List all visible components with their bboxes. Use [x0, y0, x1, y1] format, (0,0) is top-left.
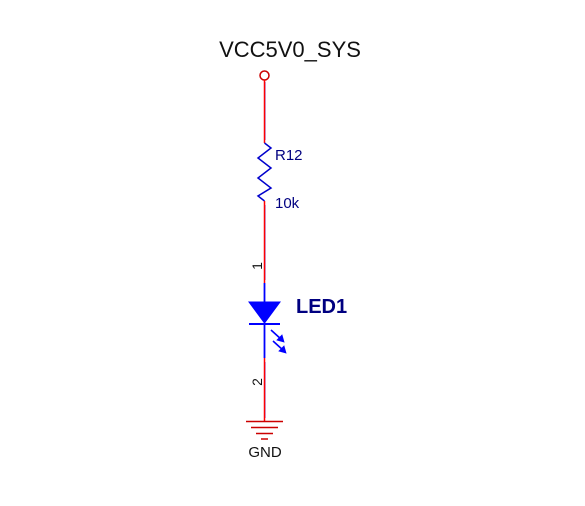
led1-diode-icon: [248, 301, 281, 324]
led-emission-arrows-icon: [270, 329, 287, 354]
led-pin1-number: 1: [249, 262, 265, 270]
resistor-designator: R12: [275, 147, 303, 164]
ground-symbol-icon: [246, 420, 283, 440]
ground-label: GND: [248, 444, 282, 461]
power-net-label: VCC5V0_SYS: [219, 37, 361, 62]
resistor-r12-symbol: [256, 142, 273, 202]
led-designator: LED1: [296, 296, 347, 318]
resistor-value: 10k: [275, 195, 300, 212]
power-port-icon: [259, 70, 270, 81]
led-pin2-number: 2: [249, 378, 265, 386]
